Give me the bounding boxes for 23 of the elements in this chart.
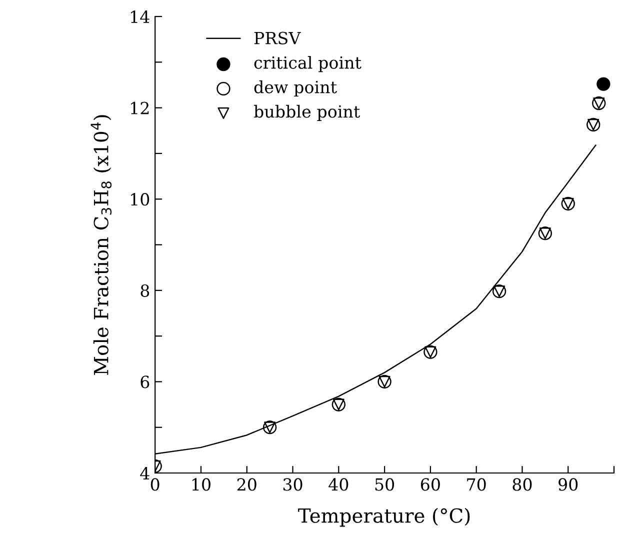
x-tick-label: 20: [237, 478, 256, 491]
x-tick-label: 0: [150, 478, 160, 491]
x-axis-title: Temperature (°C): [298, 508, 470, 527]
y-tick-label: 6: [140, 376, 150, 388]
point: [596, 77, 610, 91]
legend-label: bubble point: [254, 104, 360, 122]
x-tick-label: 10: [192, 478, 210, 491]
x-tick-label: 30: [283, 478, 302, 491]
legend-label: critical point: [254, 56, 362, 72]
x-tick-label: 80: [512, 478, 532, 491]
x-tick-label: 50: [375, 478, 394, 491]
x-tick-label: 40: [328, 478, 348, 491]
legend-label: dew point: [254, 80, 337, 97]
y-tick-label: 10: [131, 193, 150, 206]
legend-label: PRSV: [254, 32, 301, 44]
y-tick-label: 4: [140, 466, 150, 480]
y-axis-title: Mole Fraction C$_{3}$H$_{8}$ (x10$^{4}$): [90, 115, 112, 375]
y-tick-label: 8: [140, 284, 150, 297]
y-tick-label: 14: [131, 10, 150, 23]
x-tick-label: 60: [420, 478, 440, 491]
y-tick-label: 12: [131, 102, 149, 114]
x-tick-label: 90: [558, 478, 578, 491]
x-tick-label: 70: [467, 478, 486, 491]
